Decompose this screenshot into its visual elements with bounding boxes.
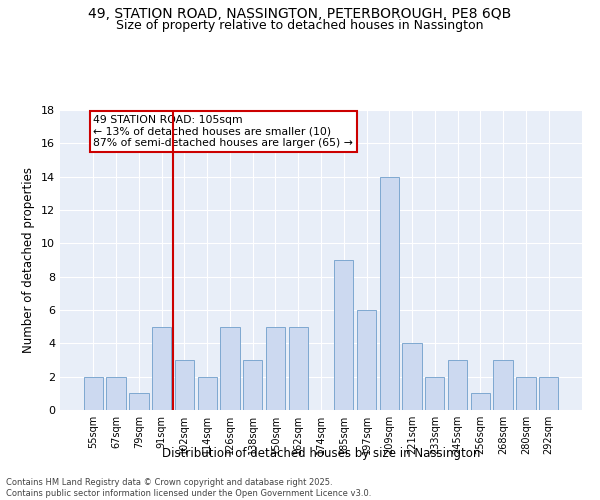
Bar xyxy=(493,360,513,410)
Bar xyxy=(403,344,422,410)
Y-axis label: Number of detached properties: Number of detached properties xyxy=(22,167,35,353)
Bar xyxy=(266,326,285,410)
Text: Distribution of detached houses by size in Nassington: Distribution of detached houses by size … xyxy=(162,448,480,460)
Bar xyxy=(425,376,445,410)
Bar xyxy=(380,176,399,410)
Bar xyxy=(243,360,262,410)
Bar xyxy=(289,326,308,410)
Text: Contains HM Land Registry data © Crown copyright and database right 2025.
Contai: Contains HM Land Registry data © Crown c… xyxy=(6,478,371,498)
Bar xyxy=(470,394,490,410)
Bar xyxy=(84,376,103,410)
Bar xyxy=(106,376,126,410)
Bar xyxy=(539,376,558,410)
Bar xyxy=(220,326,239,410)
Text: 49 STATION ROAD: 105sqm
← 13% of detached houses are smaller (10)
87% of semi-de: 49 STATION ROAD: 105sqm ← 13% of detache… xyxy=(94,115,353,148)
Bar xyxy=(175,360,194,410)
Bar xyxy=(152,326,172,410)
Bar xyxy=(357,310,376,410)
Bar xyxy=(516,376,536,410)
Text: Size of property relative to detached houses in Nassington: Size of property relative to detached ho… xyxy=(116,19,484,32)
Bar xyxy=(448,360,467,410)
Bar xyxy=(129,394,149,410)
Bar xyxy=(334,260,353,410)
Text: 49, STATION ROAD, NASSINGTON, PETERBOROUGH, PE8 6QB: 49, STATION ROAD, NASSINGTON, PETERBOROU… xyxy=(88,8,512,22)
Bar xyxy=(197,376,217,410)
